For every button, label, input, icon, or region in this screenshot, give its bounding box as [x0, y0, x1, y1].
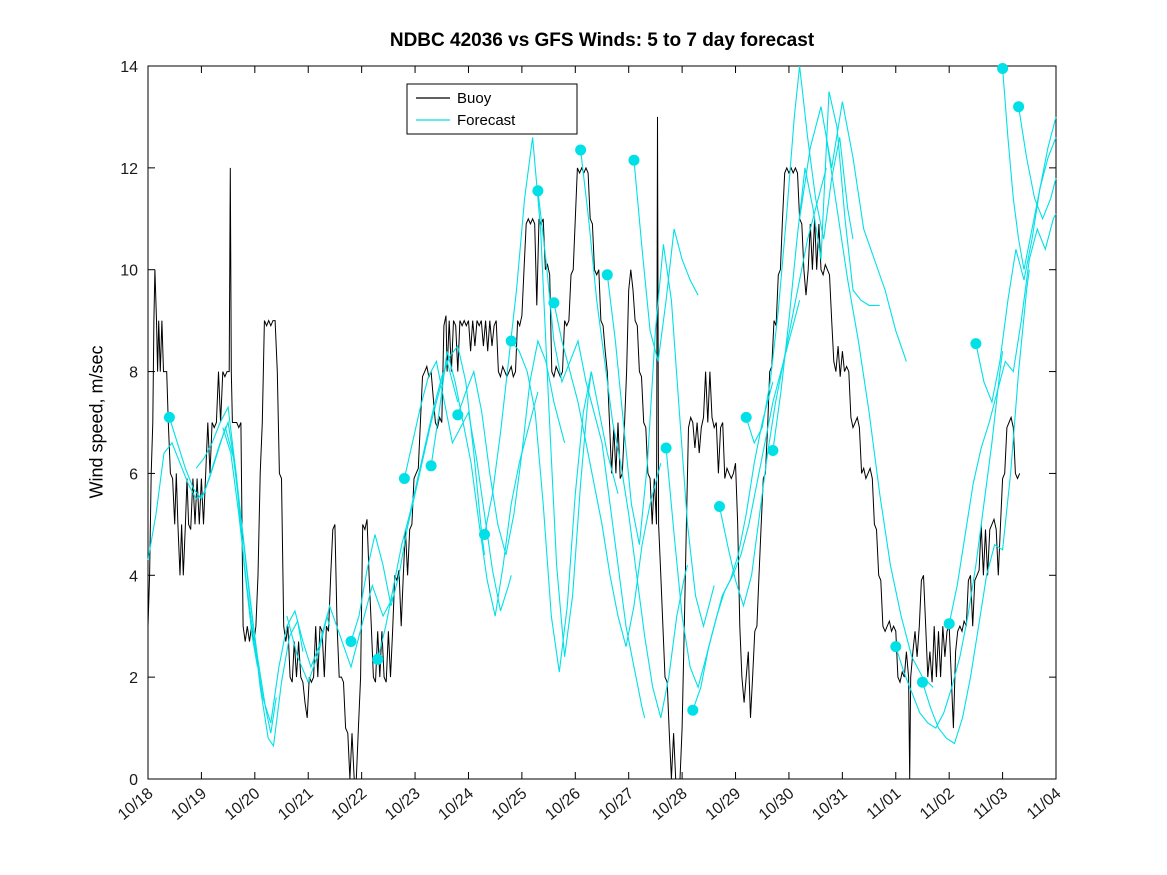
- legend-entry-label: Forecast: [457, 112, 516, 129]
- forecast-start-dot: [628, 154, 640, 166]
- forecast-line: [1018, 106, 1057, 221]
- forecast-line: [692, 300, 801, 711]
- x-tick-label: 10/30: [756, 785, 798, 824]
- axes-box: [147, 65, 1057, 780]
- x-tick-label: 10/26: [542, 785, 584, 824]
- x-tick-label: 11/01: [864, 785, 905, 823]
- x-tick-label: 11/03: [970, 785, 1011, 823]
- forecast-line: [799, 101, 907, 362]
- x-tick-label: 10/29: [702, 785, 744, 824]
- y-tick-label: 8: [129, 365, 138, 382]
- forecast-line: [457, 339, 566, 556]
- y-tick-label: 12: [120, 161, 138, 178]
- y-tick-label: 6: [129, 466, 138, 483]
- forecast-line: [665, 381, 774, 690]
- forecast-start-dot: [917, 676, 928, 688]
- forecast-line: [222, 427, 331, 724]
- forecast-start-dot: [398, 473, 410, 484]
- legend-box: [406, 83, 578, 135]
- forecast-start-dot: [767, 445, 779, 456]
- forecast-line: [825, 137, 934, 688]
- forecast-line: [1002, 68, 1057, 270]
- forecast-start-dot: [714, 501, 725, 512]
- forecast-start-dot: [548, 297, 560, 309]
- forecast-start-dot: [943, 618, 955, 630]
- forecast-line: [921, 269, 1030, 745]
- x-tick-label: 10/20: [222, 785, 264, 824]
- y-tick-label: 4: [129, 568, 138, 585]
- forecast-line: [510, 340, 619, 673]
- x-tick-label: 11/04: [1024, 785, 1065, 823]
- y-tick-label: 10: [120, 263, 138, 280]
- forecast-line: [633, 160, 699, 362]
- forecast-line: [286, 583, 395, 684]
- forecast-start-dot: [452, 409, 464, 421]
- y-tick-label: 0: [129, 772, 138, 789]
- forecast-start-dot: [740, 411, 752, 423]
- forecast-line: [537, 190, 646, 719]
- forecast-start-dot: [601, 269, 613, 281]
- forecast-line: [606, 244, 715, 629]
- forecast-start-dot: [425, 460, 437, 472]
- forecast-start-dot: [163, 411, 175, 423]
- buoy-line: [147, 116, 1021, 780]
- forecast-line: [948, 213, 1057, 624]
- y-tick-label: 2: [129, 670, 138, 687]
- forecast-line: [975, 116, 1057, 405]
- forecast-line: [483, 137, 592, 657]
- x-tick-label: 10/21: [275, 785, 317, 824]
- forecast-line: [580, 149, 689, 719]
- forecast-line: [745, 65, 854, 445]
- x-tick-label: 10/24: [435, 785, 477, 824]
- x-tick-label: 10/22: [329, 785, 371, 824]
- forecast-line: [195, 405, 304, 748]
- y-tick-label: 14: [120, 59, 138, 76]
- legend-entry-label: Buoy: [457, 90, 492, 107]
- forecast-start-dot: [1013, 101, 1025, 113]
- x-tick-label: 10/25: [489, 785, 531, 824]
- forecast-start-dot: [890, 641, 902, 653]
- forecast-start-dot: [687, 704, 699, 716]
- forecast-line: [718, 167, 827, 608]
- x-tick-label: 10/18: [115, 785, 157, 824]
- x-tick-label: 10/31: [809, 785, 851, 824]
- forecast-start-dot: [970, 338, 982, 350]
- forecast-start-dot: [575, 144, 587, 156]
- x-tick-label: 10/28: [649, 785, 691, 824]
- forecast-start-dot: [372, 653, 384, 665]
- forecast-line: [772, 91, 880, 451]
- forecast-line: [895, 351, 1004, 729]
- forecast-start-dot: [997, 63, 1009, 74]
- forecast-line: [430, 351, 539, 617]
- x-tick-label: 10/19: [168, 785, 210, 824]
- x-tick-label: 10/27: [596, 785, 638, 824]
- forecast-start-dot: [532, 185, 544, 197]
- forecast-line: [553, 302, 662, 647]
- forecast-start-dot: [345, 636, 357, 647]
- chart-title: NDBC 42036 vs GFS Winds: 5 to 7 day fore…: [389, 30, 815, 51]
- forecast-start-dot: [660, 442, 672, 454]
- forecast-line: [403, 359, 512, 612]
- x-tick-label: 11/02: [917, 785, 958, 823]
- x-tick-label: 10/23: [382, 785, 424, 824]
- forecast-start-dot: [479, 529, 490, 540]
- forecast-line: [168, 417, 277, 734]
- forecast-start-dot: [505, 335, 517, 347]
